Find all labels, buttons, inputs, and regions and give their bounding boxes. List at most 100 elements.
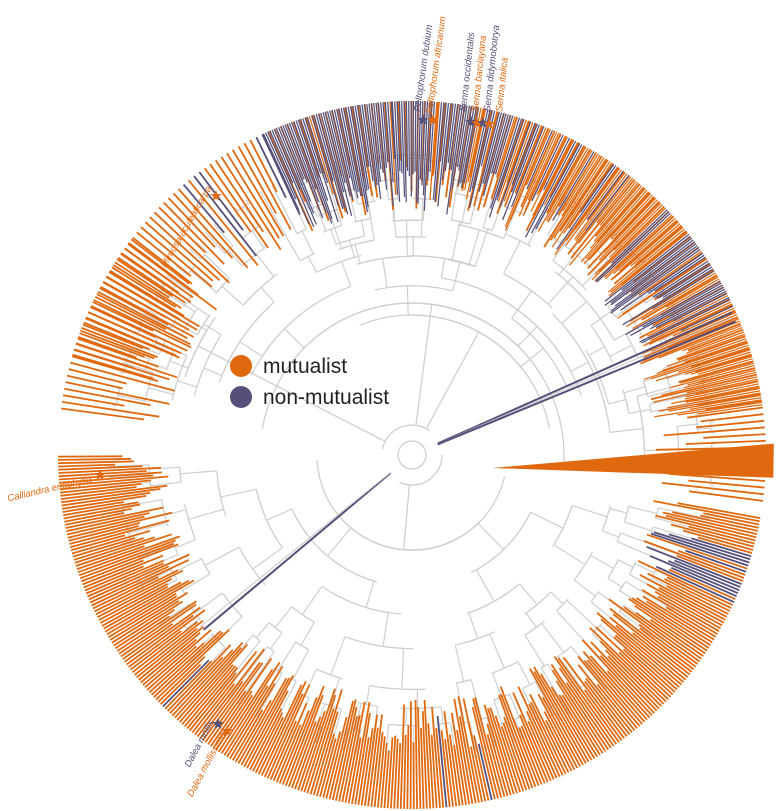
tip-bar [437, 102, 450, 207]
tip-bar [492, 114, 512, 175]
tip-bar [614, 245, 698, 307]
tree-branch [174, 264, 179, 268]
tip-bar [431, 101, 440, 177]
tip-bar [499, 121, 532, 208]
tip-bar [650, 346, 750, 380]
tip-bar [297, 119, 333, 220]
tree-branch [260, 286, 275, 303]
tree-branch [520, 347, 544, 368]
tree-branch [307, 256, 318, 273]
tip-bar [341, 714, 361, 803]
tip-bar [630, 243, 697, 293]
tip-bar [419, 101, 424, 179]
tip-bar [613, 636, 676, 693]
tree-branch [122, 361, 127, 365]
legend-label-mutualist: mutualist [263, 355, 347, 378]
tip-bar [399, 704, 405, 809]
tree-branch [591, 624, 601, 634]
tip-bar [631, 597, 710, 649]
tip-bar [607, 655, 660, 710]
tip-bar [126, 614, 194, 666]
tree-branch [616, 541, 653, 557]
tip-bar [551, 669, 607, 752]
tree-branch [267, 646, 275, 653]
tree-branch [672, 389, 705, 398]
tree-branch [134, 330, 139, 334]
tree-branch [493, 743, 497, 748]
tip-bar [504, 123, 537, 207]
tree-branch [360, 220, 366, 237]
tree-branch [595, 675, 607, 690]
tip-bar [134, 619, 204, 676]
tree-branch [269, 632, 283, 650]
tip-bar [622, 648, 674, 696]
tip-bar [653, 500, 760, 523]
tip-bar [689, 373, 757, 392]
tip-bar [613, 225, 683, 285]
tip-bar [607, 228, 685, 293]
tip-bar [586, 659, 643, 725]
tree-branch [645, 290, 664, 304]
tip-bar [525, 139, 574, 232]
tree-branch [182, 573, 211, 591]
tree-branch [237, 670, 262, 705]
tip-bar [354, 712, 371, 805]
tip-bar [389, 101, 397, 195]
tip-bar [537, 146, 587, 232]
tip-bar [383, 750, 390, 808]
tip-bar [610, 230, 687, 293]
tip-bar [696, 419, 765, 429]
tip-bar [60, 407, 145, 421]
tree-branch [684, 327, 689, 331]
tip-bar [668, 568, 736, 601]
tree-branch [702, 378, 707, 381]
tree-branch [586, 212, 590, 216]
long-branches [200, 311, 736, 631]
tree-branch [203, 323, 222, 336]
tree-branch [553, 505, 573, 546]
tip-bar [354, 105, 370, 190]
tip-bar [511, 122, 536, 185]
tree-branch [504, 195, 523, 235]
tree-branch [341, 261, 352, 287]
tip-bar [140, 226, 213, 288]
tree-branch [665, 300, 670, 304]
tree-branch [301, 585, 323, 615]
tip-bar [155, 629, 230, 701]
tip-bar [237, 677, 288, 764]
tip-bar [271, 129, 315, 228]
tip-bar [240, 677, 291, 766]
tip-bar [324, 111, 353, 217]
tip-bar [446, 104, 464, 215]
tip-bar [59, 474, 154, 484]
tip-bar [75, 343, 178, 379]
tree-branch [482, 196, 494, 228]
tip-bar [553, 158, 607, 239]
tip-bar [630, 223, 681, 267]
tip-bar [653, 263, 711, 301]
tip-bar [405, 100, 409, 171]
tip-bar [80, 543, 179, 583]
tip-bar [390, 101, 396, 160]
tip-bar [490, 114, 509, 174]
tip-bar [552, 151, 595, 221]
tip-bar [298, 119, 320, 178]
tip-bar [543, 711, 576, 771]
tree-branch [220, 488, 257, 498]
tip-bar [649, 555, 739, 595]
tip-bar [109, 269, 185, 317]
tree-branch [252, 646, 268, 667]
tip-bar [128, 242, 199, 296]
long-branch [437, 320, 736, 446]
tip-bar [661, 482, 764, 496]
tree-branch [561, 301, 588, 324]
tree-branch [511, 317, 568, 387]
tree-branch [408, 314, 522, 368]
tree-branch [144, 358, 150, 371]
tip-bar [104, 579, 195, 633]
tip-bar [82, 323, 144, 350]
tip-bar [386, 737, 394, 809]
tip-bar [99, 287, 169, 326]
tree-branch [555, 196, 566, 214]
tree-branch [376, 157, 380, 182]
